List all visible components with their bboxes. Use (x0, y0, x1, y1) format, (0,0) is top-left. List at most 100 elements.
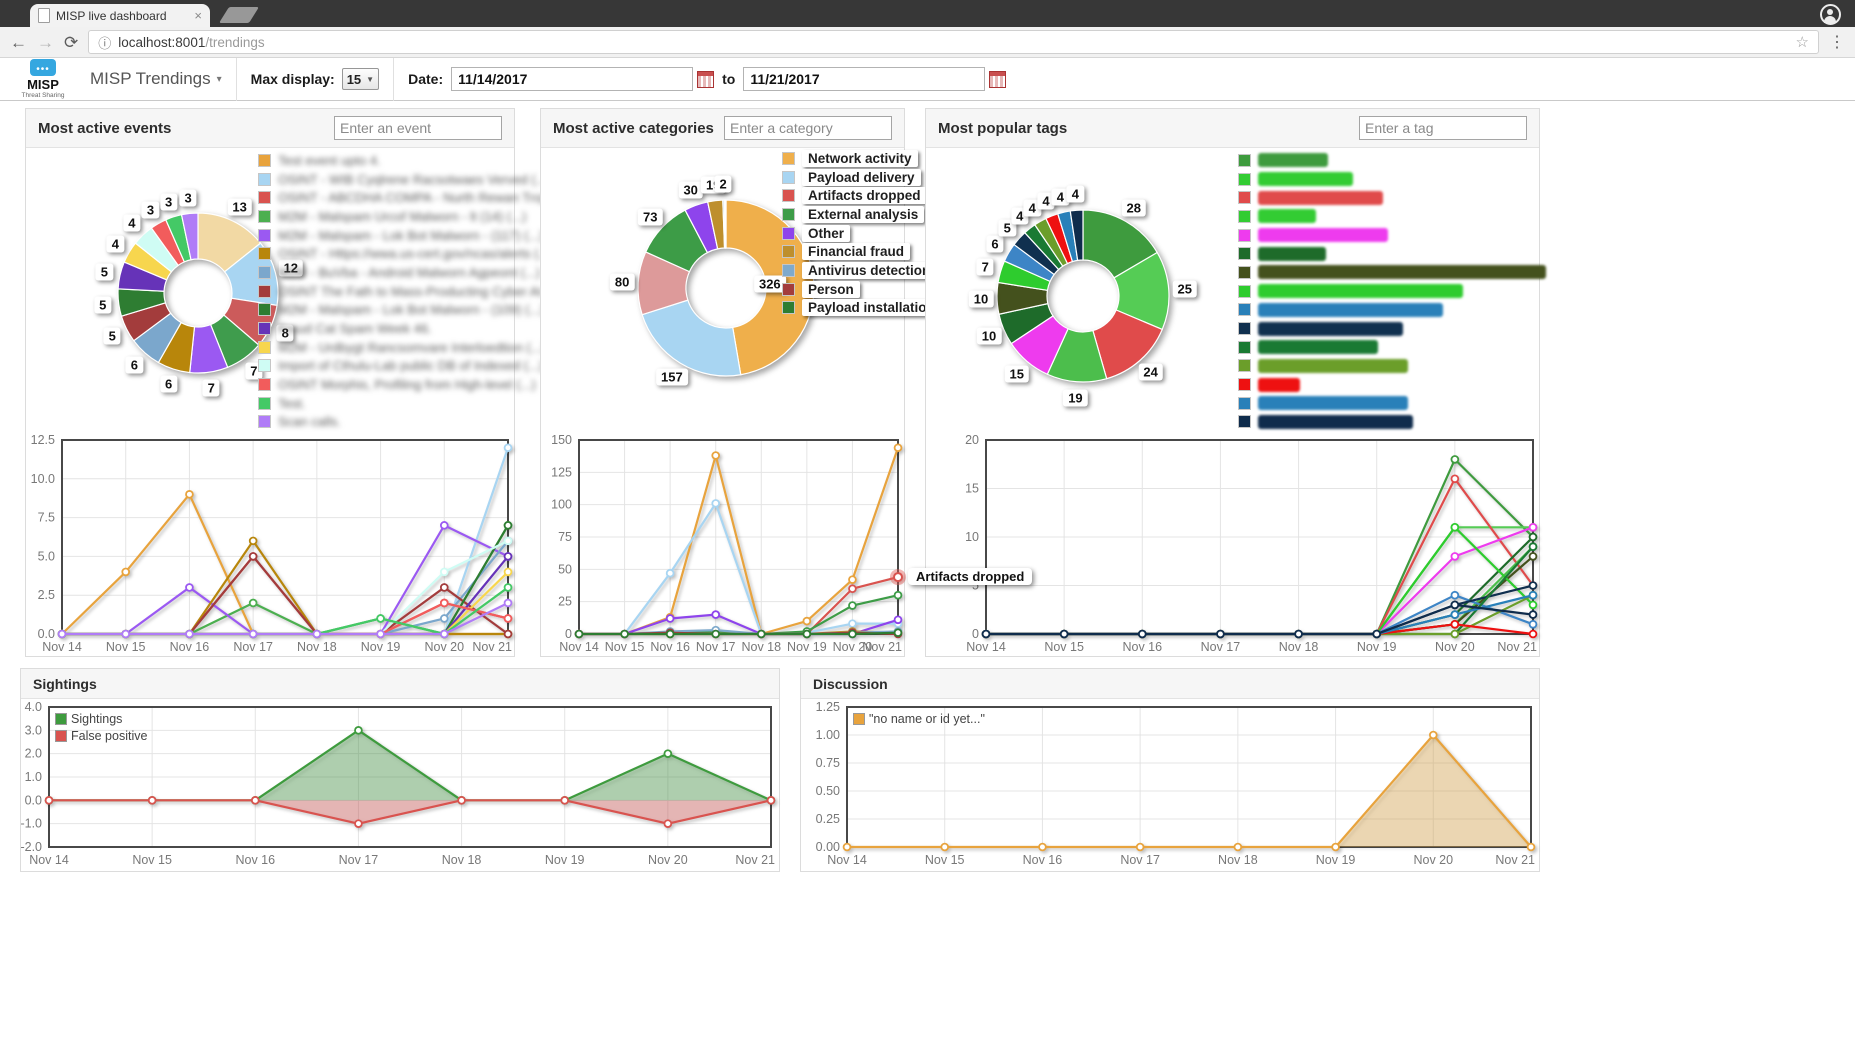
svg-text:Nov 19: Nov 19 (1357, 640, 1397, 654)
svg-text:Nov 21: Nov 21 (472, 640, 512, 654)
donut-value-label: 25 (1172, 280, 1198, 298)
bookmark-star-icon[interactable]: ☆ (1795, 34, 1809, 51)
donut-value-label: 10 (968, 290, 994, 308)
svg-text:10.0: 10.0 (31, 472, 55, 486)
svg-text:Nov 17: Nov 17 (696, 640, 736, 654)
series-line[interactable] (57, 598, 513, 639)
donut-slice[interactable] (641, 299, 742, 377)
donut-slice[interactable] (724, 199, 727, 249)
donut-slice[interactable] (1069, 209, 1084, 262)
page-info-icon[interactable]: ⓘ (98, 35, 112, 51)
legend-item: M2M - Urdbygt Rancsomvare Interloedtion … (258, 338, 567, 357)
profile-avatar-icon[interactable] (1820, 4, 1841, 25)
url-bar[interactable]: ⓘ localhost:8001/trendings ☆ (88, 30, 1819, 54)
tag-search-input[interactable] (1359, 116, 1527, 140)
app-header: ••• MISP Threat Sharing MISP Trendings ▾… (0, 57, 1855, 101)
reload-button[interactable]: ⟳ (64, 32, 79, 52)
legend-item: OSINT - ABCDHA COMPA - Nurth Rewan Troj … (258, 188, 567, 207)
new-tab-button[interactable] (219, 7, 259, 23)
legend-item: M2M - Malspam Urcof Malworn - lt (14) (.… (258, 207, 567, 226)
svg-text:25: 25 (558, 595, 572, 609)
back-button[interactable]: ← (10, 32, 27, 52)
svg-text:0: 0 (565, 627, 572, 641)
legend-swatch (782, 151, 795, 165)
donut-slice[interactable] (180, 212, 199, 261)
donut-value-label: 4 (1051, 188, 1070, 206)
series-line[interactable] (981, 600, 1538, 639)
svg-text:Nov 18: Nov 18 (1218, 853, 1258, 867)
calendar-icon[interactable] (697, 70, 715, 88)
calendar-icon[interactable] (989, 70, 1007, 88)
divider (393, 57, 395, 101)
date-from-input[interactable] (451, 67, 694, 91)
category-search-input[interactable] (724, 116, 892, 140)
svg-text:Nov 15: Nov 15 (925, 853, 965, 867)
app-title-dropdown[interactable]: MISP Trendings ▾ (90, 69, 222, 89)
browser-tab[interactable]: MISP live dashboard × (30, 4, 210, 27)
legend-label-redacted: M2M - BuVba - Android Malworn Agpeont (.… (278, 264, 541, 280)
svg-text:Nov 14: Nov 14 (29, 853, 69, 867)
svg-text:Nov 16: Nov 16 (170, 640, 210, 654)
legend-item: Scan calls. (258, 413, 567, 432)
legend-item: External analysis (782, 205, 941, 224)
legend-swatch (782, 245, 795, 259)
date-to-input[interactable] (743, 67, 986, 91)
page-icon (38, 8, 50, 23)
donut-value-label: 15 (1004, 365, 1030, 383)
legend-swatch (782, 301, 795, 315)
legend-item: Payload delivery (782, 168, 941, 187)
legend-swatch (258, 284, 271, 298)
legend-swatch (853, 713, 865, 725)
donut-value-label: 73 (637, 208, 663, 226)
series-line[interactable] (44, 796, 776, 828)
legend-item: Financial fraud (782, 242, 941, 261)
legend-swatch (258, 191, 271, 205)
legend-label: Financial fraud (802, 243, 911, 261)
tag-pill-redacted (1258, 284, 1463, 299)
donut-value-label: 6 (986, 235, 1004, 253)
categories-panel-title: Most active categories (553, 119, 714, 137)
tab-title: MISP live dashboard (56, 8, 167, 23)
series-line[interactable] (57, 443, 513, 639)
svg-text:2.5: 2.5 (38, 588, 55, 602)
series-line[interactable] (57, 583, 513, 639)
forward-button[interactable]: → (37, 32, 54, 52)
series-line[interactable] (842, 730, 1536, 852)
tag-pill-redacted (1258, 190, 1383, 205)
events-panel-header: Most active events (26, 109, 514, 148)
series-line[interactable] (574, 628, 903, 639)
sightings-area-chart: -2.0 -1.0 0.0 1.0 2.0 3.0 4.0 Nov 14 Nov 15 Nov 1… (20, 699, 783, 871)
series-line[interactable] (44, 726, 776, 805)
legend-item: Artifacts dropped (782, 186, 941, 205)
tag-pill-redacted (1258, 209, 1316, 224)
divider (235, 57, 237, 101)
browser-menu-icon[interactable]: ⋮ (1829, 34, 1845, 51)
legend-label-redacted: OSINT Morphis, Profiling from High-level… (278, 377, 536, 393)
legend-swatch (258, 265, 271, 279)
legend-label: Sightings (71, 712, 123, 726)
legend-item: Person (782, 280, 941, 299)
svg-text:Nov 17: Nov 17 (1201, 640, 1241, 654)
legend-swatch (258, 396, 271, 410)
legend-swatch (1238, 396, 1251, 410)
discussion-panel-header: Discussion (801, 669, 1539, 699)
svg-text:0: 0 (972, 627, 979, 641)
legend-swatch (782, 226, 795, 240)
legend-swatch (258, 228, 271, 242)
event-search-input[interactable] (334, 116, 502, 140)
legend-item (1238, 357, 1546, 376)
max-display-value: 15 (346, 71, 362, 87)
tab-close-icon[interactable]: × (194, 8, 202, 23)
legend-item: M2M - Malspam - Lok Bot Malworn - (117) … (258, 226, 567, 245)
legend-label-redacted: Test. (278, 395, 306, 411)
legend-swatch (1238, 265, 1251, 279)
legend-item: Import of Cthulu-Lab public DB of Indexe… (258, 357, 567, 376)
svg-text:75: 75 (558, 530, 572, 544)
svg-text:Nov 18: Nov 18 (741, 640, 781, 654)
legend-item (1238, 244, 1546, 263)
legend-item (1238, 338, 1546, 357)
max-display-select[interactable]: 15 ▼ (341, 68, 380, 90)
series-line[interactable] (981, 581, 1538, 639)
